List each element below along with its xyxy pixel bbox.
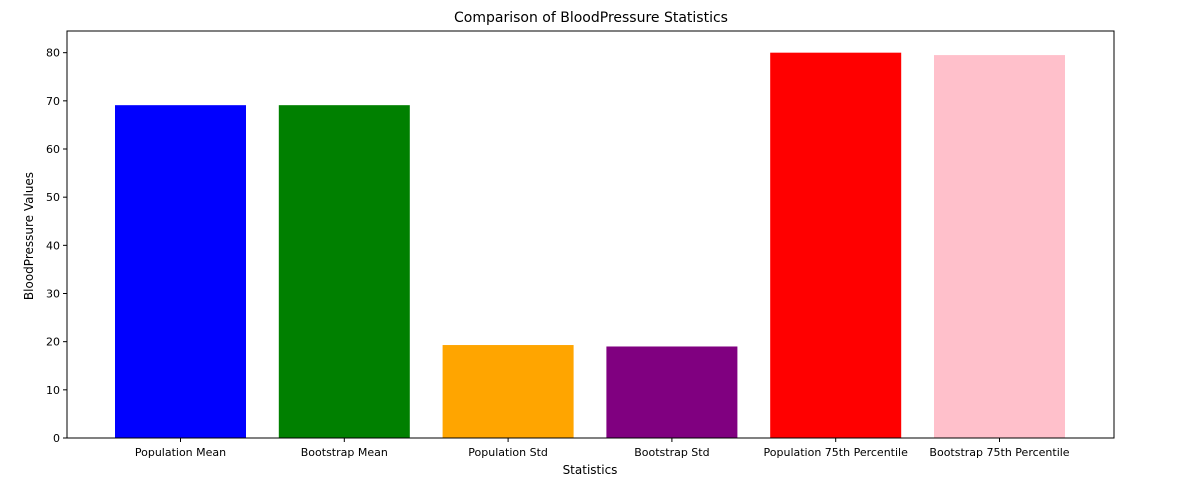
y-tick-label: 10 [46, 384, 60, 397]
x-tick-label: Population 75th Percentile [764, 446, 909, 459]
y-axis-label: BloodPressure Values [22, 172, 36, 300]
x-tick-label: Bootstrap Mean [301, 446, 388, 459]
bar-bootstrap-75th-percentile [934, 55, 1065, 439]
x-tick-label: Population Std [468, 446, 548, 459]
x-tick-label: Bootstrap Std [634, 446, 709, 459]
bar-bootstrap-mean [278, 105, 410, 439]
plot-area: Population Mean Bootstrap Mean Population … [46, 30, 1115, 459]
y-tick-label: 30 [46, 288, 60, 301]
y-tick-label: 60 [46, 143, 60, 156]
chart-title: Comparison of BloodPressure Statistics [454, 10, 728, 26]
y-tick-label: 50 [46, 191, 60, 204]
x-axis-label: Statistics [563, 463, 618, 477]
bar-population-std [442, 345, 574, 438]
y-tick-label: 0 [53, 432, 60, 445]
bar-population-75th-percentile [770, 52, 902, 438]
x-tick-label: Population Mean [135, 446, 226, 459]
y-tick-label: 40 [46, 239, 60, 252]
y-tick-label: 80 [46, 47, 60, 60]
plot-frame [66, 30, 1115, 439]
bar-population-mean [115, 105, 246, 439]
y-tick-label: 20 [46, 336, 60, 349]
bar-bootstrap-std [606, 346, 738, 438]
y-tick-label: 70 [46, 95, 60, 108]
x-tick-label: Bootstrap 75th Percentile [929, 446, 1069, 459]
